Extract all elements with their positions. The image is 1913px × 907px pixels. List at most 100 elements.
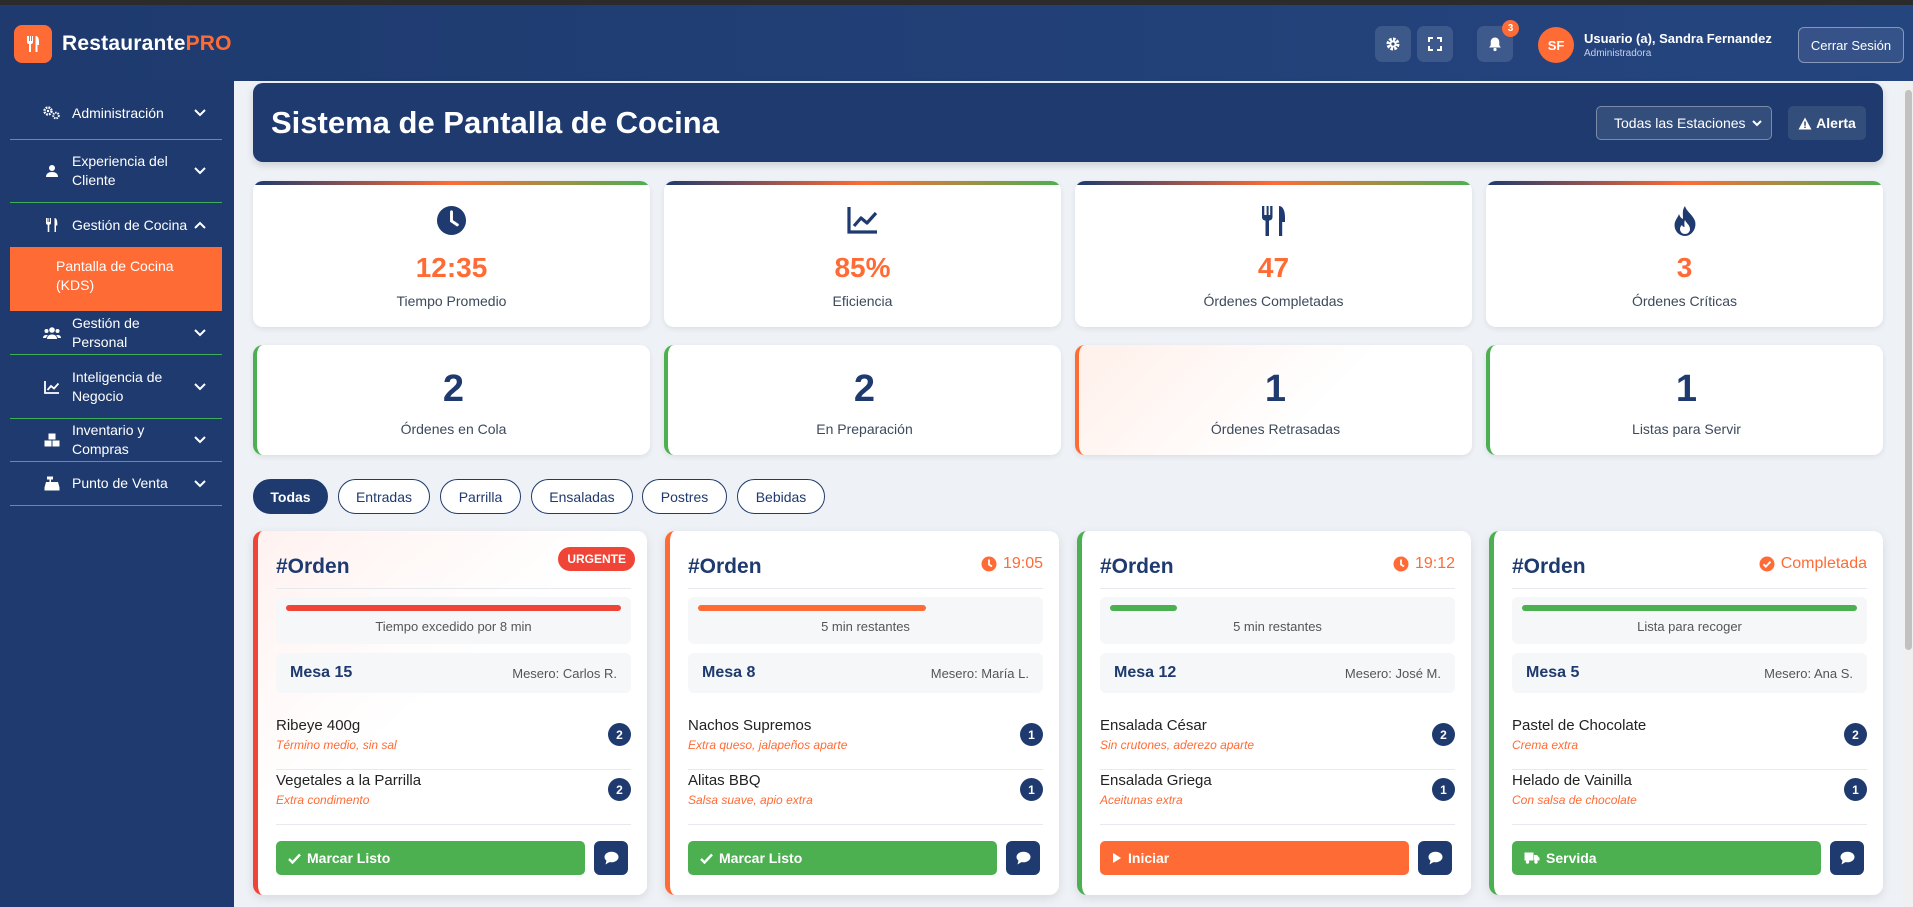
boxes-icon — [40, 433, 64, 447]
stat-card-ordenes-criticas: 3 Órdenes Críticas — [1486, 181, 1883, 327]
order-timer: Lista para recoger — [1512, 597, 1867, 644]
order-timer: 5 min restantes — [1100, 597, 1455, 644]
stat-card-ordenes-completadas: 47 Órdenes Completadas — [1075, 181, 1472, 327]
message-button[interactable] — [594, 841, 628, 875]
list-item: Pastel de Chocolate Crema extra 2 — [1512, 717, 1867, 770]
stat-card-eficiencia: 85% Eficiencia — [664, 181, 1061, 327]
sidebar-item-inteligencia-negocio[interactable]: Inteligencia de Negocio — [10, 355, 222, 419]
user-role: Administradora — [1584, 48, 1652, 59]
action-label: Iniciar — [1128, 850, 1170, 866]
item-name: Vegetales a la Parrilla — [276, 772, 422, 789]
order-timer: Tiempo excedido por 8 min — [276, 597, 631, 644]
comment-icon — [1428, 851, 1442, 865]
fullscreen-button[interactable] — [1417, 26, 1453, 62]
item-name: Nachos Supremos — [688, 717, 812, 734]
sidebar-item-administracion[interactable]: Administración — [10, 87, 222, 140]
stat-label: Órdenes Completadas — [1203, 293, 1344, 309]
utensils-icon — [14, 25, 52, 63]
mark-ready-button[interactable]: Marcar Listo — [688, 841, 997, 875]
sidebar-subitem-kds[interactable]: Pantalla de Cocina (KDS) — [10, 247, 222, 311]
chevron-down-icon — [1751, 116, 1763, 133]
sidebar-item-gestion-personal[interactable]: Gestión de Personal — [10, 311, 222, 355]
user-profile[interactable]: SF Usuario (a), Sandra Fernandez Adminis… — [1538, 27, 1772, 63]
sidebar-item-experiencia-cliente[interactable]: Experiencia del Cliente — [10, 140, 222, 203]
filter-ensaladas[interactable]: Ensaladas — [531, 479, 633, 514]
action-label: Marcar Listo — [307, 850, 391, 866]
order-card[interactable]: #Orden 19:12 5 min restantes Mesa 12 Mes… — [1077, 531, 1471, 895]
stat-card-stripe — [1486, 181, 1883, 185]
utensils-icon — [40, 217, 64, 233]
chart-line-icon — [664, 205, 1061, 235]
stat-card-stripe — [664, 181, 1061, 185]
chevron-down-icon — [188, 436, 212, 444]
progress-bar — [1110, 605, 1445, 611]
chevron-down-icon — [188, 109, 212, 117]
cash-register-icon — [40, 476, 64, 491]
stat-card-stripe — [253, 181, 650, 185]
station-select[interactable]: Todas las Estaciones — [1596, 106, 1772, 140]
sidebar-item-inventario-compras[interactable]: Inventario y Compras — [10, 419, 222, 462]
logout-button[interactable]: Cerrar Sesión — [1798, 27, 1904, 63]
filter-parrilla[interactable]: Parrilla — [440, 479, 521, 514]
sidebar-item-label: Inteligencia de Negocio — [72, 368, 163, 404]
chevron-up-icon — [188, 221, 212, 229]
action-label: Marcar Listo — [719, 850, 803, 866]
stat-value: 12:35 — [415, 252, 488, 283]
table-number: Mesa 15 — [290, 664, 353, 681]
filter-postres[interactable]: Postres — [642, 479, 727, 514]
item-name: Ribeye 400g — [276, 717, 361, 734]
avatar: SF — [1538, 27, 1574, 63]
brand-logo[interactable]: RestaurantePRO — [14, 25, 232, 63]
expand-icon — [1428, 37, 1442, 51]
waiter-name: Mesero: José M. — [1344, 666, 1441, 681]
served-button[interactable]: Servida — [1512, 841, 1821, 875]
order-time: 19:12 — [1393, 555, 1455, 573]
item-name: Ensalada Griega — [1100, 772, 1212, 789]
stat-label: Tiempo Promedio — [396, 293, 507, 309]
clock-icon — [1393, 556, 1409, 572]
truck-icon — [1524, 852, 1540, 864]
message-button[interactable] — [1006, 841, 1040, 875]
alert-button[interactable]: Alerta — [1788, 106, 1866, 140]
message-button[interactable] — [1418, 841, 1452, 875]
timer-text: Tiempo excedido por 8 min — [375, 619, 532, 634]
count-label: Órdenes Retrasadas — [1210, 421, 1341, 437]
item-qty-badge: 1 — [1020, 778, 1043, 801]
item-qty-badge: 2 — [608, 723, 631, 746]
sidebar-item-label: Inventario y Compras — [72, 422, 145, 457]
filter-bebidas[interactable]: Bebidas — [737, 479, 825, 514]
sidebar — [0, 81, 234, 907]
message-button[interactable] — [1830, 841, 1864, 875]
scrollbar-thumb[interactable] — [1905, 90, 1912, 650]
sidebar-item-gestion-cocina[interactable]: Gestión de Cocina — [10, 203, 222, 247]
order-status-label: Completada — [1780, 555, 1867, 572]
order-title: #Orden — [1100, 555, 1174, 578]
stat-label: Eficiencia — [832, 293, 893, 309]
count-card-en-cola: 2 Órdenes en Cola — [253, 345, 650, 455]
filter-todas[interactable]: Todas — [253, 479, 328, 514]
waiter-name: Mesero: María L. — [930, 666, 1029, 681]
fire-icon — [1486, 205, 1883, 237]
mark-ready-button[interactable]: Marcar Listo — [276, 841, 585, 875]
start-button[interactable]: Iniciar — [1100, 841, 1409, 875]
item-qty-badge: 2 — [1432, 723, 1455, 746]
sidebar-item-label: Gestión de Cocina — [72, 216, 188, 233]
settings-button[interactable] — [1375, 26, 1411, 62]
item-qty-badge: 2 — [1844, 723, 1867, 746]
sidebar-item-label: Experiencia del Cliente — [72, 153, 168, 188]
stat-card-tiempo-promedio: 12:35 Tiempo Promedio — [253, 181, 650, 327]
order-card[interactable]: #Orden 19:05 5 min restantes Mesa 8 Mese… — [665, 531, 1059, 895]
order-card[interactable]: #Orden URGENTE Tiempo excedido por 8 min… — [253, 531, 647, 895]
order-card[interactable]: #Orden Completada Lista para recoger Mes… — [1489, 531, 1883, 895]
notifications-button[interactable]: 3 — [1477, 20, 1519, 62]
bell-icon — [1489, 37, 1501, 52]
sidebar-item-punto-venta[interactable]: Punto de Venta — [10, 462, 222, 506]
check-icon — [700, 853, 713, 864]
table-info: Mesa 5 Mesero: Ana S. — [1512, 653, 1867, 693]
stat-label: Órdenes Críticas — [1631, 293, 1738, 309]
progress-fill — [1522, 605, 1857, 611]
stat-value: 3 — [1676, 252, 1693, 283]
users-cog-icon — [40, 106, 64, 120]
filter-entradas[interactable]: Entradas — [338, 479, 430, 514]
waiter-name: Mesero: Ana S. — [1764, 666, 1853, 681]
